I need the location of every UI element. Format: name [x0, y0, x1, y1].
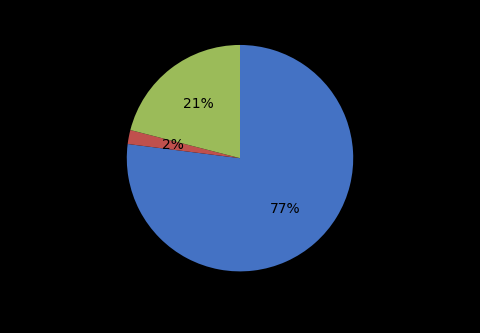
Text: 21%: 21% [183, 98, 214, 112]
Wedge shape [131, 45, 240, 158]
Text: 2%: 2% [162, 139, 184, 153]
Wedge shape [128, 130, 240, 158]
Wedge shape [127, 45, 353, 271]
Text: 77%: 77% [270, 202, 300, 216]
